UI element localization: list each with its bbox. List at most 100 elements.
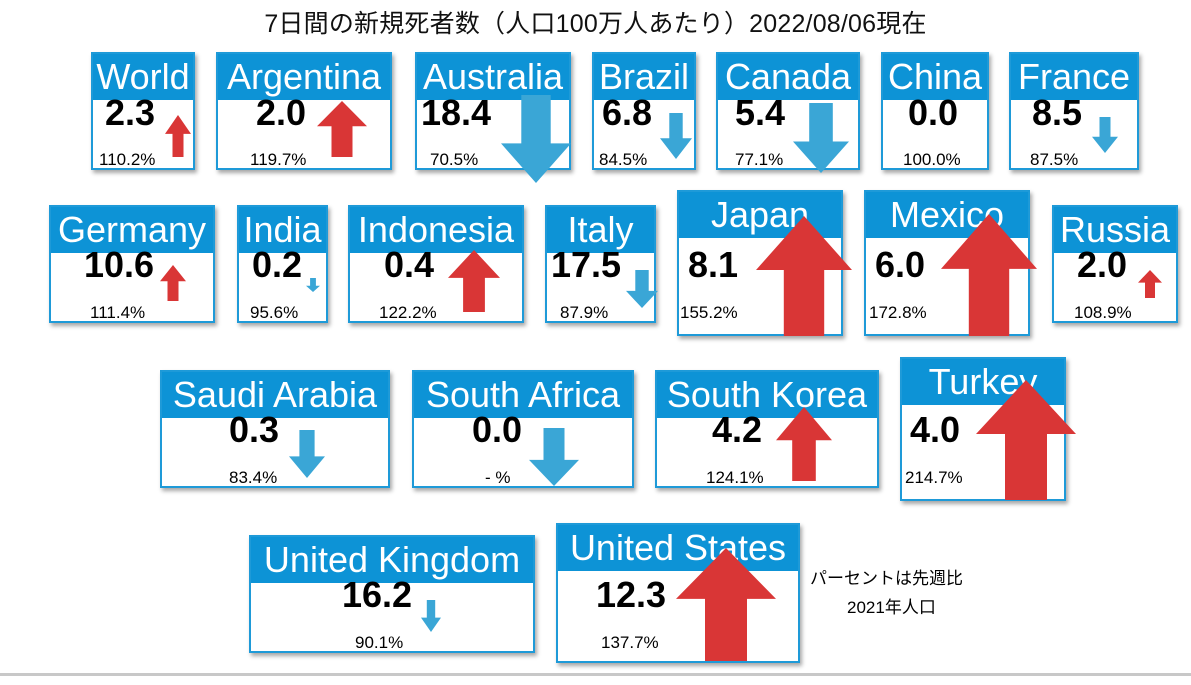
- week-over-week-percent: 111.4%: [90, 303, 146, 322]
- arrow-shape: [776, 407, 832, 481]
- up-arrow-icon: [941, 214, 1037, 336]
- arrow-shape: [160, 265, 186, 301]
- deaths-per-million-value: 5.4: [735, 92, 786, 133]
- arrow-shape: [529, 428, 579, 486]
- country-card-france: France 8.5 87.5%: [1009, 52, 1139, 170]
- country-name: Brazil: [594, 54, 694, 100]
- country-name: Indonesia: [350, 207, 522, 253]
- up-arrow-icon: [317, 101, 367, 157]
- down-arrow-icon: [501, 95, 571, 183]
- country-name: China: [883, 54, 987, 100]
- note-percent-basis: パーセントは先週比: [810, 569, 963, 588]
- week-over-week-percent: 108.9%: [1074, 303, 1132, 322]
- arrow-shape: [626, 270, 658, 308]
- week-over-week-percent: 83.4%: [229, 468, 278, 487]
- deaths-per-million-value: 6.8: [602, 92, 653, 133]
- country-name: United States: [558, 525, 798, 571]
- arrow-shape: [289, 430, 325, 478]
- week-over-week-percent: 119.7%: [250, 150, 307, 169]
- arrow-shape: [1138, 270, 1162, 298]
- arrow-shape: [660, 113, 692, 159]
- country-name: South Africa: [414, 372, 632, 418]
- country-card-argentina: Argentina 2.0 119.7%: [216, 52, 392, 170]
- deaths-per-million-value: 4.2: [712, 409, 763, 450]
- country-name: Australia: [417, 54, 569, 100]
- deaths-per-million-value: 16.2: [342, 574, 413, 615]
- down-arrow-icon: [626, 270, 658, 308]
- deaths-per-million-value: 2.0: [256, 92, 307, 133]
- week-over-week-percent: 124.1%: [706, 468, 764, 487]
- deaths-per-million-value: 8.1: [688, 244, 739, 285]
- arrow-shape: [976, 380, 1076, 500]
- deaths-per-million-value: 6.0: [875, 244, 926, 285]
- deaths-per-million-value: 0.2: [252, 244, 303, 285]
- down-arrow-icon: [421, 600, 441, 632]
- country-card-united-kingdom: United Kingdom 16.2 90.1%: [249, 535, 535, 653]
- note-population-basis: 2021年人口: [847, 598, 936, 617]
- deaths-per-million-value: 2.3: [105, 92, 156, 133]
- week-over-week-percent: 100.0%: [903, 150, 961, 169]
- country-name: Canada: [718, 54, 858, 100]
- country-card-canada: Canada 5.4 77.1%: [716, 52, 860, 170]
- week-over-week-percent: 90.1%: [355, 633, 404, 652]
- country-card-china: China 0.0 100.0%: [881, 52, 989, 170]
- country-card-germany: Germany 10.6 111.4%: [49, 205, 215, 323]
- country-card-india: India 0.2 95.6%: [237, 205, 328, 323]
- country-name: Germany: [51, 207, 213, 253]
- arrow-shape: [941, 214, 1037, 336]
- week-over-week-percent: 110.2%: [99, 150, 156, 169]
- country-name: South Korea: [657, 372, 877, 418]
- arrow-shape: [676, 548, 776, 661]
- week-over-week-percent: 155.2%: [680, 303, 738, 322]
- country-card-south-africa: South Africa 0.0 - %: [412, 370, 634, 488]
- country-name: Turkey: [902, 359, 1064, 405]
- country-name: Italy: [547, 207, 654, 253]
- up-arrow-icon: [976, 380, 1076, 500]
- week-over-week-percent: 77.1%: [735, 150, 784, 169]
- arrow-shape: [448, 250, 500, 312]
- week-over-week-percent: - %: [485, 468, 511, 487]
- country-card-brazil: Brazil 6.8 84.5%: [592, 52, 696, 170]
- arrow-shape: [306, 278, 320, 292]
- arrow-shape: [317, 101, 367, 157]
- up-arrow-icon: [676, 548, 776, 661]
- up-arrow-icon: [1138, 270, 1162, 298]
- week-over-week-percent: 95.6%: [250, 303, 299, 322]
- up-arrow-icon: [160, 265, 186, 301]
- deaths-per-million-value: 17.5: [551, 244, 622, 285]
- country-name: Saudi Arabia: [162, 372, 388, 418]
- country-name: World: [93, 54, 193, 100]
- up-arrow-icon: [448, 250, 500, 312]
- deaths-per-million-value: 18.4: [421, 92, 492, 133]
- down-arrow-icon: [289, 430, 325, 478]
- country-card-russia: Russia 2.0 108.9%: [1052, 205, 1178, 323]
- up-arrow-icon: [776, 407, 832, 481]
- arrow-shape: [756, 216, 852, 336]
- country-card-world: World 2.3 110.2%: [91, 52, 195, 170]
- deaths-per-million-value: 12.3: [596, 574, 667, 615]
- country-name: India: [239, 207, 326, 253]
- down-arrow-icon: [793, 103, 849, 173]
- week-over-week-percent: 122.2%: [379, 303, 437, 322]
- country-card-south-korea: South Korea 4.2 124.1%: [655, 370, 879, 488]
- arrow-shape: [793, 103, 849, 173]
- deaths-per-million-value: 8.5: [1032, 92, 1083, 133]
- country-name: United Kingdom: [251, 537, 533, 583]
- deaths-per-million-value: 0.0: [472, 409, 523, 450]
- down-arrow-icon: [529, 428, 579, 486]
- arrow-shape: [165, 115, 191, 157]
- deaths-per-million-value: 0.4: [384, 244, 435, 285]
- country-card-saudi-arabia: Saudi Arabia 0.3 83.4%: [160, 370, 390, 488]
- arrow-shape: [501, 95, 571, 183]
- country-card-italy: Italy 17.5 87.9%: [545, 205, 656, 323]
- up-arrow-icon: [756, 216, 852, 336]
- country-card-indonesia: Indonesia 0.4 122.2%: [348, 205, 524, 323]
- deaths-per-million-value: 0.3: [229, 409, 280, 450]
- week-over-week-percent: 87.9%: [560, 303, 609, 322]
- country-name: Russia: [1054, 207, 1176, 253]
- week-over-week-percent: 70.5%: [430, 150, 479, 169]
- week-over-week-percent: 172.8%: [869, 303, 927, 322]
- week-over-week-percent: 87.5%: [1030, 150, 1079, 169]
- down-arrow-icon: [1092, 117, 1118, 153]
- down-arrow-icon: [660, 113, 692, 159]
